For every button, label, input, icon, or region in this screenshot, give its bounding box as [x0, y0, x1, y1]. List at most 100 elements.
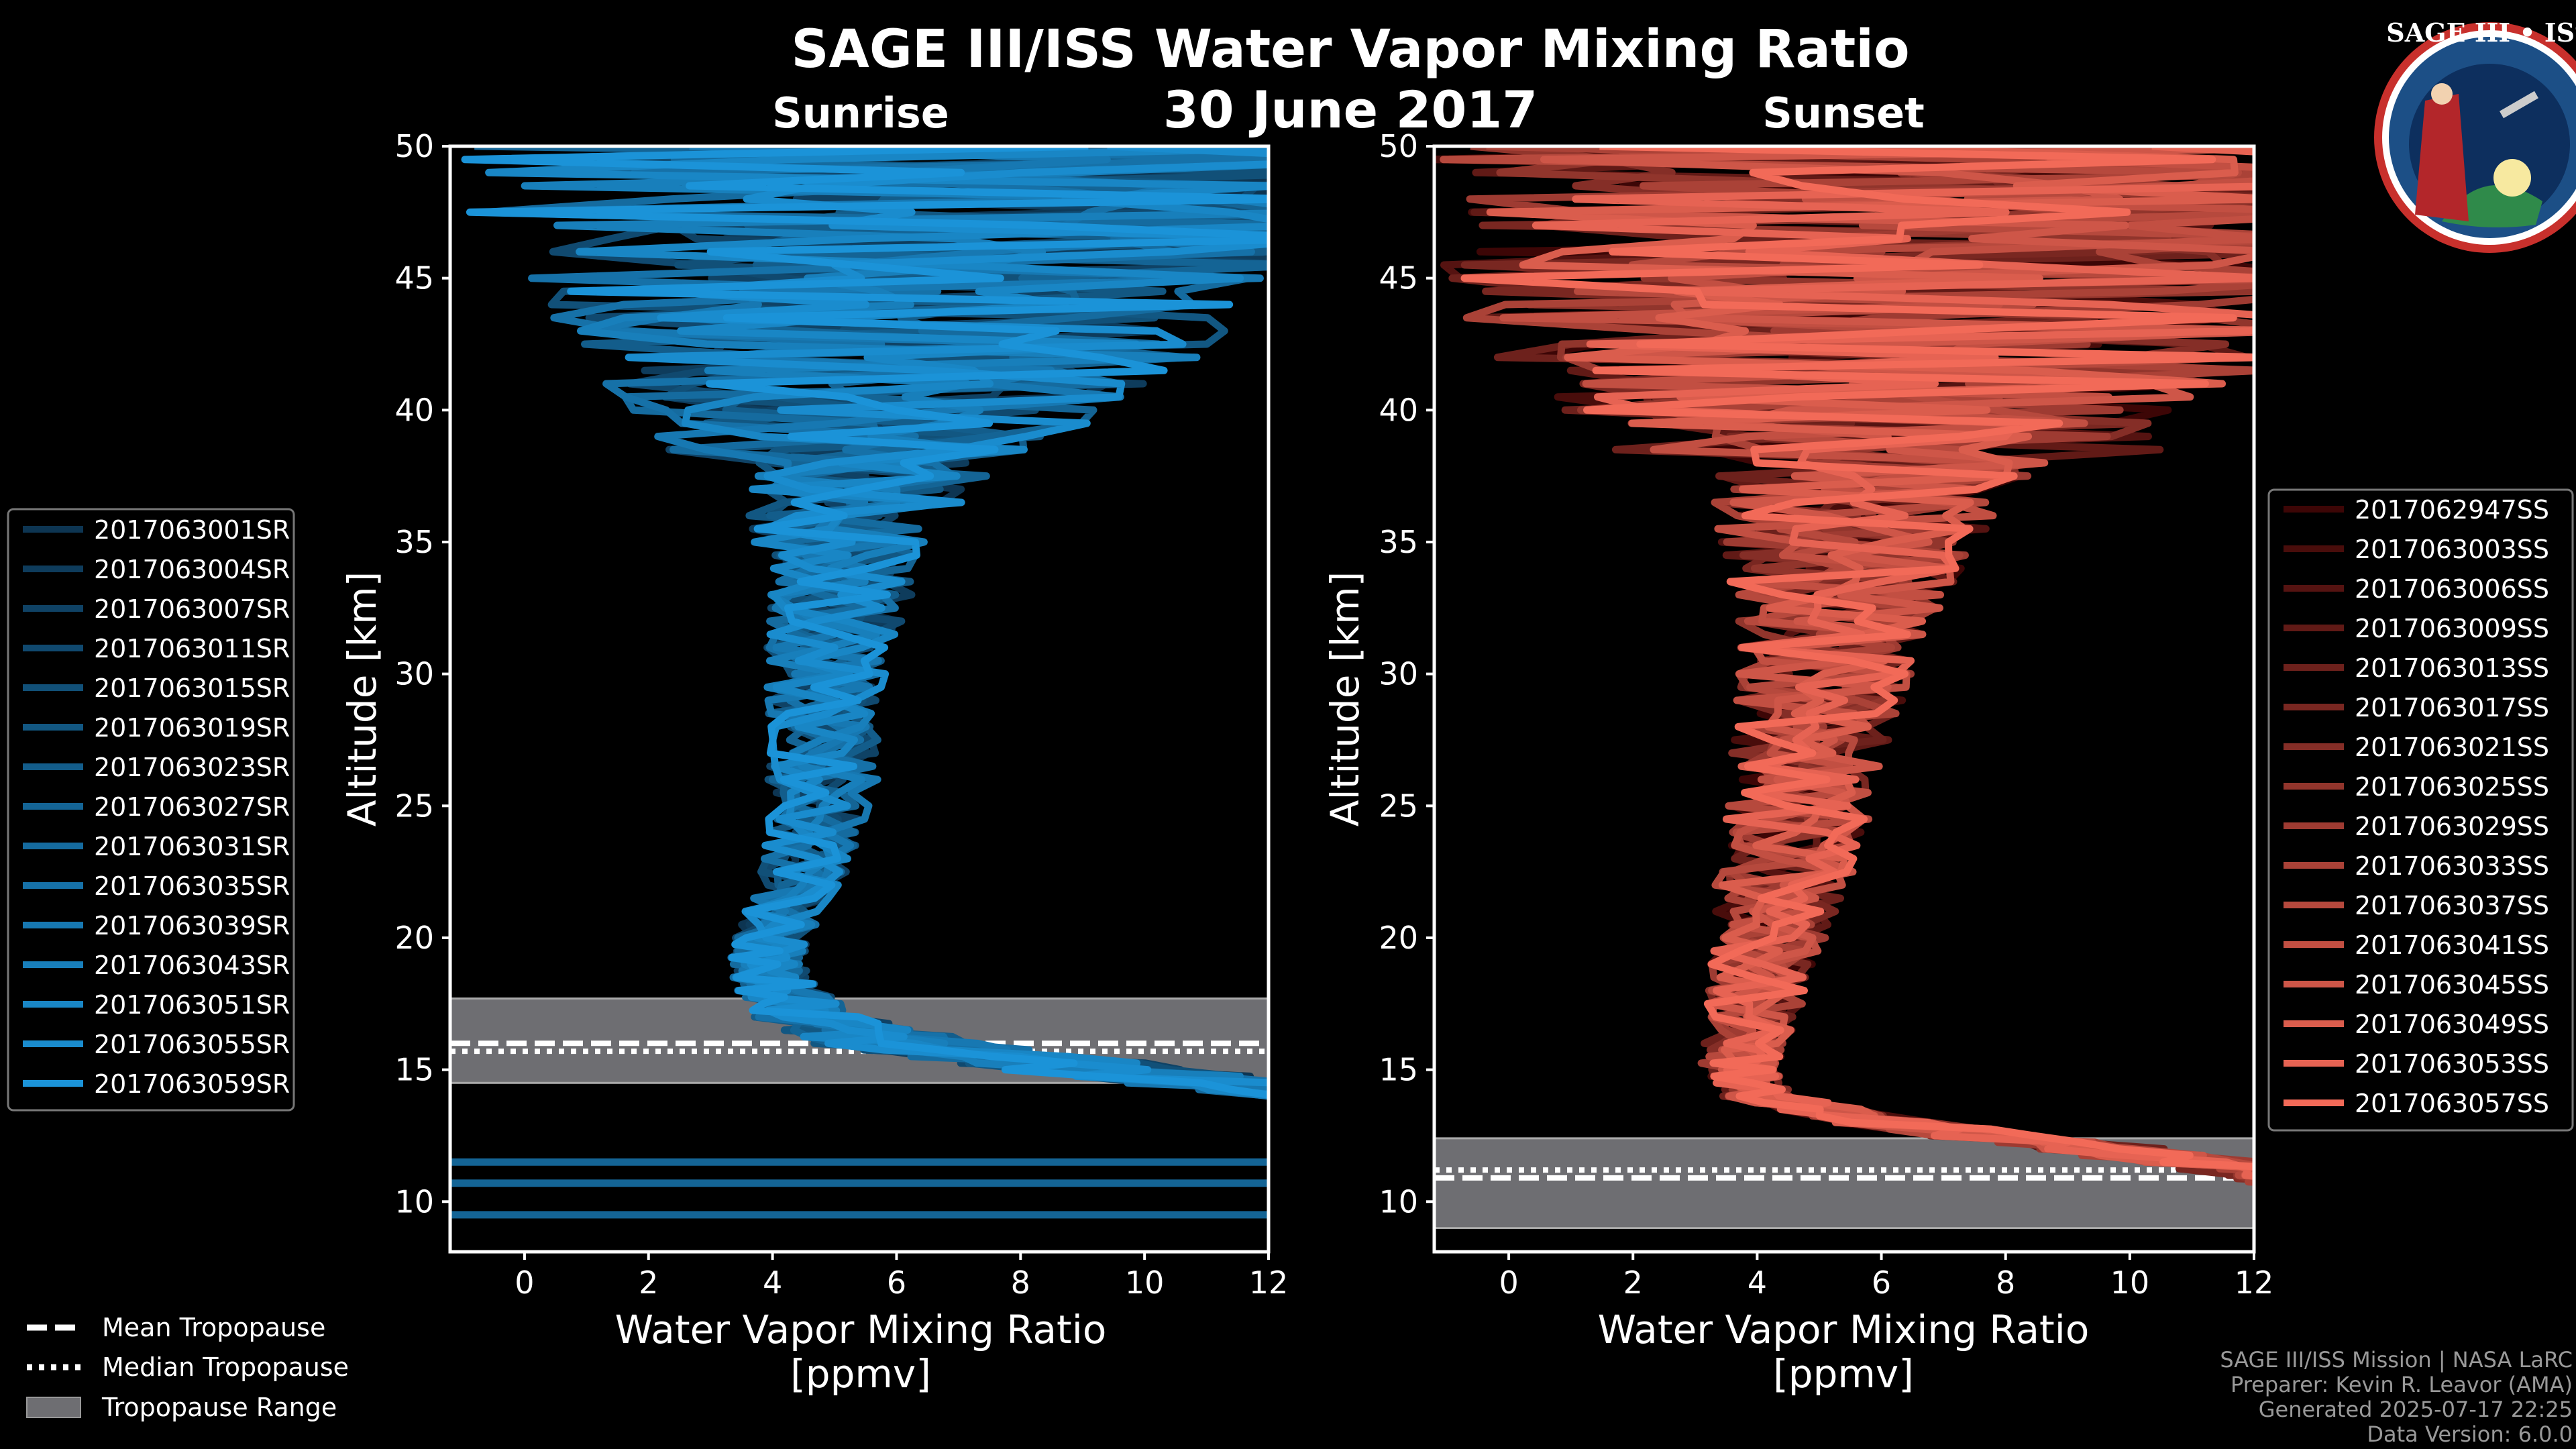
x-tick-label: 10: [1125, 1265, 1165, 1301]
footer-mission: SAGE III/ISS Mission | NASA LaRC: [2220, 1347, 2573, 1373]
x-tick-label: 8: [1011, 1265, 1030, 1301]
y-tick-label: 45: [394, 260, 434, 297]
chart-date: 30 June 2017: [1163, 80, 1538, 140]
y-tick-label: 25: [394, 788, 434, 824]
footer-generated: Generated 2025-07-17 22:25: [2259, 1397, 2573, 1422]
legend-label: 2017063003SS: [2355, 535, 2549, 564]
legend-frame: [2267, 488, 2574, 1132]
axes-frame: [448, 144, 1271, 1254]
profile-line-2017063059SR: [461, 146, 1269, 1099]
legend-label: 2017063055SR: [94, 1030, 290, 1059]
x-tick-label: 0: [515, 1265, 534, 1301]
legend-sunrise: 2017063001SR 2017063004SR 2017063007SR 2017…: [7, 508, 295, 1112]
legend-label: 2017063019SR: [94, 713, 290, 743]
legend-label: 2017063023SR: [94, 753, 290, 782]
legend-label: 2017063045SS: [2355, 970, 2549, 1000]
y-tick-label: 40: [394, 392, 434, 428]
legend-label: 2017063017SS: [2355, 693, 2549, 722]
median-tropopause-label: Median Tropopause: [102, 1352, 349, 1382]
x-axis-units-sunset: [ppmv]: [1773, 1351, 1914, 1397]
logo-title: SAGE III • ISS: [2386, 17, 2576, 48]
legend-label: 2017063051SR: [94, 990, 290, 1020]
tropopause-range-label: Tropopause Range: [101, 1393, 337, 1422]
legend-label: 2017063039SR: [94, 911, 290, 941]
legend-label: 2017062947SS: [2355, 495, 2549, 525]
legend-label: 2017063033SS: [2355, 851, 2549, 881]
legend-label: 2017063015SR: [94, 674, 290, 703]
x-tick-label: 6: [887, 1265, 906, 1301]
legend-label: 2017063041SS: [2355, 930, 2549, 960]
profile-line-2017063051SR: [485, 146, 1269, 1098]
legend-label: 2017063007SR: [94, 594, 290, 624]
x-axis-label-sunset: Water Vapor Mixing Ratio: [1598, 1307, 2090, 1352]
footer: SAGE III/ISS Mission | NASA LaRC Prepare…: [2220, 1347, 2573, 1447]
logo-iss: [2500, 91, 2538, 119]
legend-label: 2017063027SR: [94, 792, 290, 822]
footer-preparer: Preparer: Kevin R. Leavor (AMA): [2231, 1372, 2573, 1397]
y-tick-label: 30: [394, 656, 434, 692]
legend-label: 2017063009SS: [2355, 614, 2549, 643]
y-tick-label: 35: [394, 524, 434, 560]
y-tick-label: 15: [394, 1052, 434, 1088]
y-tick-label: 10: [1379, 1183, 1418, 1220]
legend-label: 2017063053SS: [2355, 1049, 2549, 1079]
x-tick-label: 12: [2235, 1265, 2274, 1301]
legend-label: 2017063013SS: [2355, 653, 2549, 683]
y-tick-label: 15: [1379, 1052, 1418, 1088]
y-tick-label: 45: [1379, 260, 1418, 297]
x-tick-label: 2: [639, 1265, 658, 1301]
legend-frame: [7, 508, 295, 1112]
logo-moon: [2493, 159, 2531, 197]
x-tick-label: 8: [1996, 1265, 2015, 1301]
x-tick-label: 6: [1872, 1265, 1891, 1301]
legend-label: 2017063035SR: [94, 871, 290, 901]
y-tick-label: 10: [394, 1183, 434, 1220]
x-axis-label-sunrise: Water Vapor Mixing Ratio: [615, 1307, 1107, 1352]
legend-label: 2017063025SS: [2355, 772, 2549, 802]
chart-title: SAGE III/ISS Water Vapor Mixing Ratio: [791, 19, 1909, 80]
footer-version: Data Version: 6.0.0: [2367, 1421, 2573, 1447]
x-tick-label: 4: [1748, 1265, 1767, 1301]
sunset-panel: 0 2 4 6 8 10 12 10 15 20 25 30 35 40 45 50: [1379, 128, 2274, 1301]
y-tick-label: 35: [1379, 524, 1418, 560]
logo-sage-figure: [2415, 94, 2469, 221]
panel-title-sunrise: Sunrise: [772, 89, 949, 138]
y-tick-label: 40: [1379, 392, 1418, 428]
x-tick-label: 12: [1249, 1265, 1289, 1301]
x-tick-label: 4: [763, 1265, 782, 1301]
tropopause-range-swatch: [26, 1397, 81, 1418]
y-tick-label: 30: [1379, 656, 1418, 692]
tropopause-legend: Mean Tropopause Median Tropopause Tropop…: [26, 1313, 349, 1422]
legend-label: 2017063029SS: [2355, 812, 2549, 841]
legend-label: 2017063011SR: [94, 634, 290, 663]
legend-label: 2017063037SS: [2355, 891, 2549, 920]
x-axis-units-sunrise: [ppmv]: [790, 1351, 931, 1397]
legend-label: 2017063043SR: [94, 951, 290, 980]
profile-line-2017063057SS: [1460, 146, 2254, 1171]
axes-frame: [1432, 144, 2256, 1254]
x-tick-label: 10: [2110, 1265, 2150, 1301]
legend-label: 2017063004SR: [94, 555, 290, 584]
legend-label: 2017063031SR: [94, 832, 290, 861]
y-tick-label: 20: [394, 920, 434, 956]
legend-label: 2017063021SS: [2355, 733, 2549, 762]
sage-iii-iss-logo: SAGE III • ISS: [2374, 17, 2576, 253]
panel-title-sunset: Sunset: [1762, 89, 1925, 138]
legend-sunset: 2017062947SS 2017063003SS 2017063006SS 2017…: [2267, 488, 2574, 1132]
legend-label: 2017063057SS: [2355, 1089, 2549, 1118]
legend-label: 2017063006SS: [2355, 574, 2549, 604]
y-tick-label: 50: [394, 128, 434, 164]
y-tick-label: 20: [1379, 920, 1418, 956]
y-axis-label-sunset: Altitude [km]: [1322, 572, 1368, 826]
sunrise-panel: 0 2 4 6 8 10 12 10 15 20 25 30 35 40 45 50: [394, 128, 1289, 1301]
legend-label: 2017063049SS: [2355, 1010, 2549, 1039]
legend-label: 2017063001SR: [94, 515, 290, 545]
y-axis-label-sunrise: Altitude [km]: [339, 572, 385, 826]
y-tick-label: 25: [1379, 788, 1418, 824]
x-tick-label: 2: [1623, 1265, 1643, 1301]
legend-label: 2017063059SR: [94, 1069, 290, 1099]
logo-sage-head: [2431, 83, 2453, 105]
x-tick-label: 0: [1499, 1265, 1518, 1301]
y-tick-label: 50: [1379, 128, 1418, 164]
